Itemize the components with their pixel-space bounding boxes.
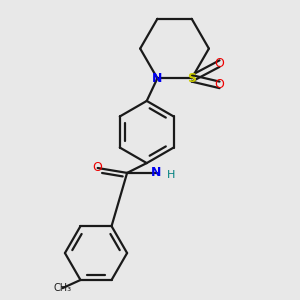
Text: H: H xyxy=(167,169,176,179)
Text: N: N xyxy=(152,167,162,179)
Text: O: O xyxy=(214,57,224,70)
Text: O: O xyxy=(93,161,103,175)
Text: S: S xyxy=(187,72,196,85)
Text: CH₃: CH₃ xyxy=(53,283,71,293)
Text: N: N xyxy=(152,72,163,85)
Text: O: O xyxy=(214,78,224,92)
